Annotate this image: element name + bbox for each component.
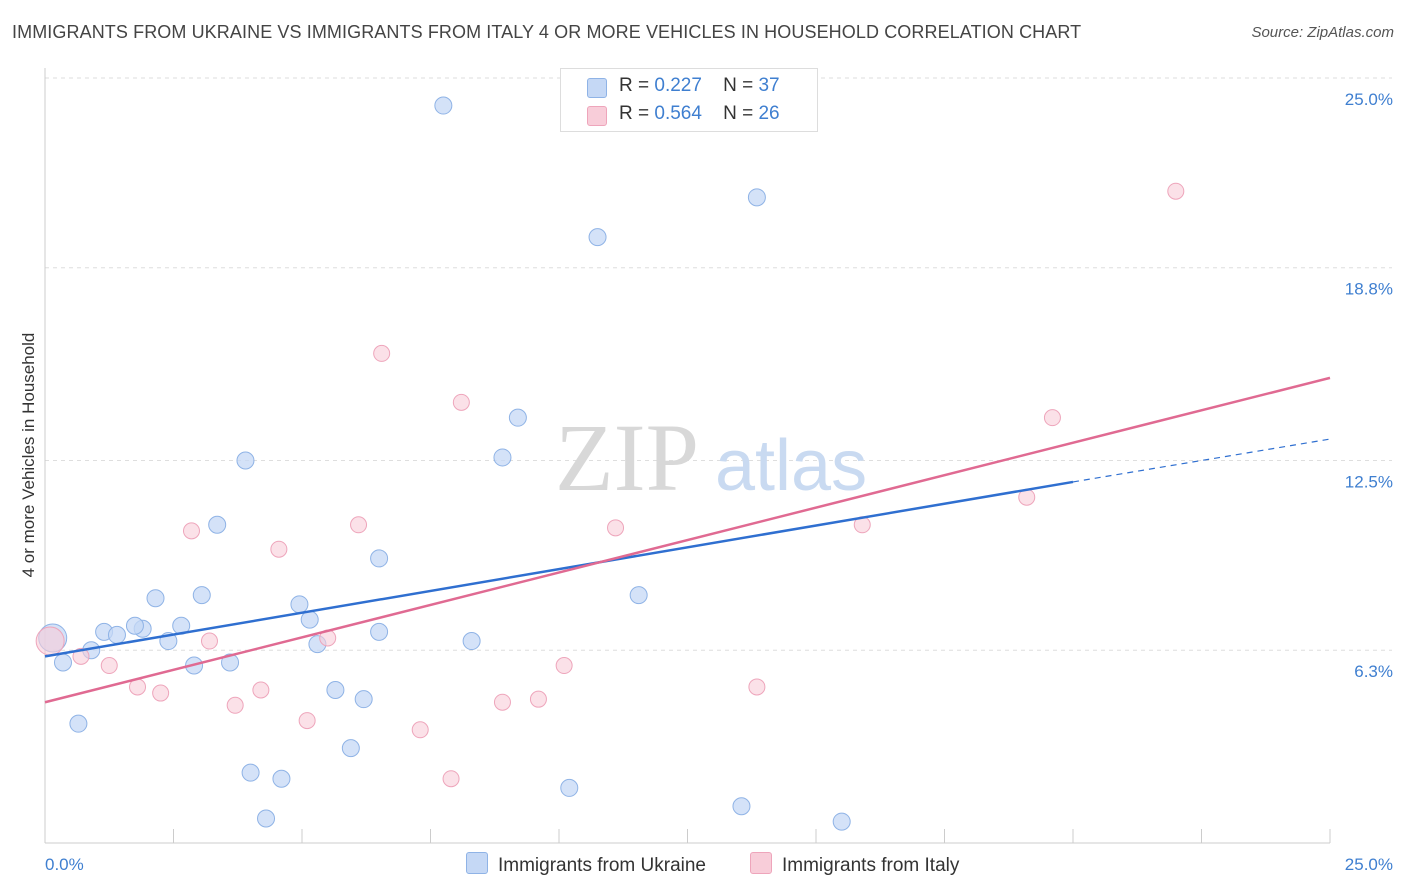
trend-line-ukraine <box>44 480 1074 658</box>
point-ukraine <box>462 632 481 651</box>
legend-r-value-ukraine: 0.227 <box>654 75 702 96</box>
point-ukraine <box>290 595 309 614</box>
point-italy <box>493 693 511 711</box>
point-ukraine <box>69 714 88 733</box>
point-ukraine <box>629 586 648 605</box>
trend-line-italy <box>44 376 1331 704</box>
point-ukraine <box>53 653 72 672</box>
watermark-atlas: atlas <box>715 426 867 506</box>
point-ukraine <box>560 778 579 797</box>
chart-title: IMMIGRANTS FROM UKRAINE VS IMMIGRANTS FR… <box>12 22 1082 42</box>
point-italy <box>373 344 391 362</box>
series-italy <box>35 182 1185 788</box>
bottom-legend-italy: Immigrants from Italy <box>750 852 959 877</box>
grid <box>45 77 1392 651</box>
bottom-legend-ukraine: Immigrants from Ukraine <box>466 852 706 877</box>
point-italy <box>1167 182 1185 200</box>
legend-n-label: N = <box>723 103 754 124</box>
watermark: ZIP atlas <box>555 404 867 511</box>
watermark-zip: ZIP <box>555 404 699 511</box>
axes <box>44 68 1331 844</box>
correlation-legend: R = 0.227 N = 37 R = 0.564 N = 26 <box>560 68 818 132</box>
bottom-legend-label-ukraine: Immigrants from Ukraine <box>498 855 706 876</box>
point-ukraine <box>146 589 165 608</box>
point-italy <box>72 647 90 665</box>
point-italy <box>270 540 288 558</box>
point-italy <box>1043 409 1061 427</box>
point-italy <box>607 519 625 537</box>
point-ukraine <box>370 549 389 568</box>
point-ukraine <box>192 586 211 605</box>
point-italy <box>298 712 316 730</box>
point-ukraine <box>125 616 144 635</box>
y-tick-label: 18.8% <box>1345 280 1393 299</box>
point-ukraine <box>493 448 512 467</box>
point-ukraine <box>272 769 291 788</box>
point-ukraine <box>508 408 527 427</box>
point-ukraine <box>257 809 276 828</box>
legend-n-label: N = <box>723 75 754 96</box>
x-tick-labels: 0.0% 25.0% <box>45 855 1393 874</box>
legend-r-label: R = <box>619 75 650 96</box>
point-italy <box>529 690 547 708</box>
point-ukraine <box>747 188 766 207</box>
legend-swatch-italy <box>587 106 607 126</box>
source-label: Source: ZipAtlas.com <box>1251 24 1394 41</box>
bottom-legend-label-italy: Immigrants from Italy <box>782 855 960 876</box>
y-tick-labels: 6.3% 12.5% 18.8% 25.0% <box>1345 90 1393 681</box>
trend-lines <box>44 376 1331 704</box>
legend-n-value-ukraine: 37 <box>758 75 780 96</box>
y-tick-label: 6.3% <box>1354 662 1393 681</box>
y-axis-title: 4 or more Vehicles in Household <box>19 333 38 578</box>
point-italy <box>35 626 65 656</box>
bottom-legend-swatch-ukraine <box>466 852 488 874</box>
point-ukraine <box>732 797 751 816</box>
point-italy <box>152 684 170 702</box>
point-ukraine <box>341 739 360 758</box>
point-italy <box>411 721 429 739</box>
point-italy <box>200 632 218 650</box>
legend-r-value-italy: 0.564 <box>654 103 702 124</box>
legend-n-value-italy: 26 <box>758 103 780 124</box>
point-ukraine <box>221 653 240 672</box>
point-italy <box>100 657 118 675</box>
point-ukraine <box>107 625 126 644</box>
point-ukraine <box>208 515 227 534</box>
point-italy <box>555 657 573 675</box>
y-tick-label: 12.5% <box>1345 473 1393 492</box>
x-tick-label-min: 0.0% <box>45 855 84 874</box>
point-ukraine <box>241 763 260 782</box>
legend-r-label: R = <box>619 103 650 124</box>
point-ukraine <box>354 690 373 709</box>
point-italy <box>748 678 766 696</box>
x-tick-label-max: 25.0% <box>1345 855 1393 874</box>
point-italy <box>182 522 200 540</box>
point-ukraine <box>434 96 453 115</box>
y-tick-label: 25.0% <box>1345 90 1393 109</box>
point-ukraine <box>588 228 607 247</box>
point-ukraine <box>832 812 851 831</box>
bottom-legend-swatch-italy <box>750 852 772 874</box>
point-italy <box>452 393 470 411</box>
point-italy <box>252 681 270 699</box>
point-ukraine <box>236 451 255 470</box>
point-ukraine <box>370 622 389 641</box>
legend-swatch-ukraine <box>587 78 607 98</box>
point-italy <box>226 696 244 714</box>
point-italy <box>442 770 460 788</box>
point-italy <box>350 516 368 534</box>
point-ukraine <box>326 681 345 699</box>
